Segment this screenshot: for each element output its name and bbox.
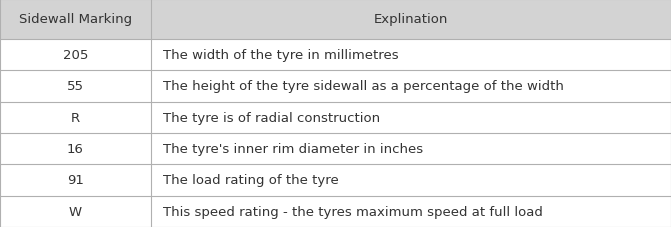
Text: Sidewall Marking: Sidewall Marking	[19, 13, 132, 26]
Bar	[0, 71, 671, 102]
Bar	[0, 133, 671, 165]
Bar	[0, 196, 671, 227]
Text: R: R	[71, 111, 80, 124]
Bar	[0, 40, 671, 71]
Text: 205: 205	[63, 49, 88, 62]
Bar	[0, 102, 671, 133]
Text: The tyre is of radial construction: The tyre is of radial construction	[163, 111, 380, 124]
Bar	[0, 0, 671, 40]
Text: Explination: Explination	[374, 13, 448, 26]
Bar	[0, 165, 671, 196]
Text: The load rating of the tyre: The load rating of the tyre	[163, 174, 339, 187]
Text: 16: 16	[67, 143, 84, 155]
Text: 55: 55	[67, 80, 84, 93]
Text: The height of the tyre sidewall as a percentage of the width: The height of the tyre sidewall as a per…	[163, 80, 564, 93]
Text: W: W	[69, 205, 82, 218]
Text: The tyre's inner rim diameter in inches: The tyre's inner rim diameter in inches	[163, 143, 423, 155]
Text: The width of the tyre in millimetres: The width of the tyre in millimetres	[163, 49, 399, 62]
Text: This speed rating - the tyres maximum speed at full load: This speed rating - the tyres maximum sp…	[163, 205, 543, 218]
Text: 91: 91	[67, 174, 84, 187]
